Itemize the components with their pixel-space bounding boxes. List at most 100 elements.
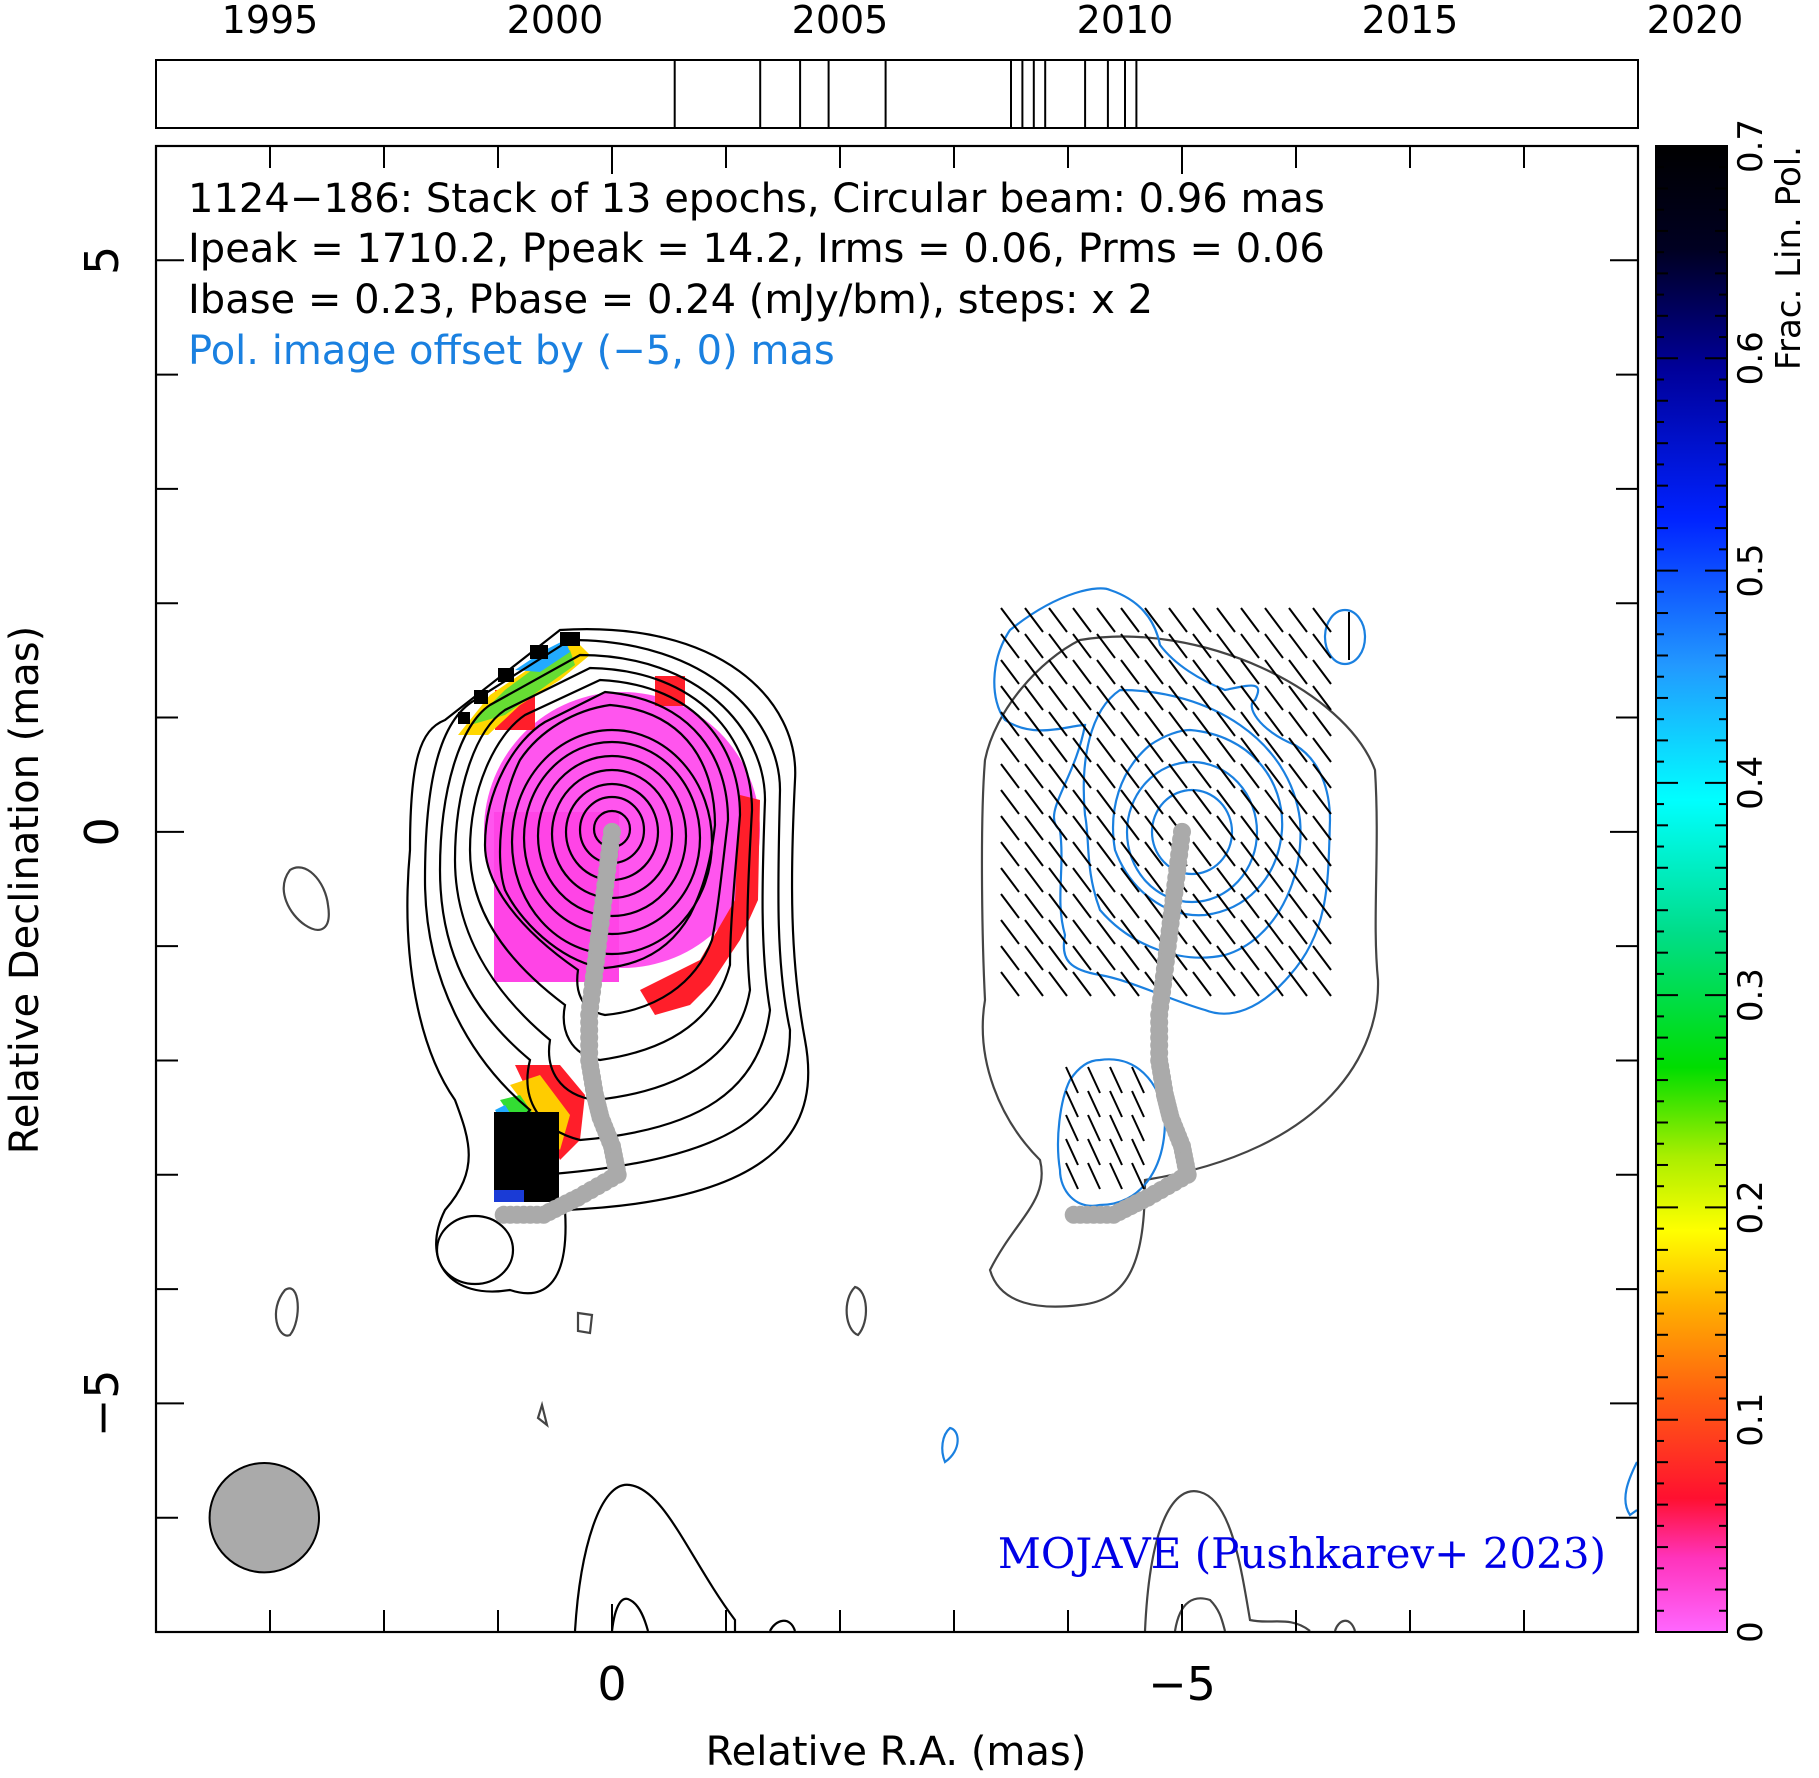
evpa-tick (1288, 789, 1308, 815)
evpa-tick (1096, 945, 1116, 971)
y-tick-label: 0 (75, 817, 129, 846)
x-tick-labels: 0 −5 (597, 1657, 1216, 1711)
evpa-tick (1288, 633, 1308, 659)
evpa-tick (1192, 763, 1212, 789)
evpa-tick (1192, 971, 1212, 997)
evpa-tick (1216, 659, 1236, 685)
evpa-tick (1024, 893, 1044, 919)
colorbar-tick-label: 0.7 (1731, 119, 1771, 173)
evpa-tick (1065, 1162, 1079, 1190)
evpa-tick (1240, 919, 1260, 945)
evpa-tick (1096, 607, 1116, 633)
timeline-year-1995: 1995 (222, 0, 319, 42)
evpa-tick (1312, 789, 1332, 815)
evpa-tick (1120, 971, 1140, 997)
evpa-tick (1144, 763, 1164, 789)
y-tick-label: 5 (75, 246, 129, 275)
evpa-tick (1264, 893, 1284, 919)
jet-ridge-line (494, 822, 627, 1224)
evpa-tick (1087, 1138, 1101, 1166)
evpa-tick (1109, 1090, 1123, 1118)
evpa-tick (1264, 789, 1284, 815)
evpa-tick (1264, 633, 1284, 659)
evpa-tick (1216, 763, 1236, 789)
evpa-tick (1120, 789, 1140, 815)
evpa-tick (1048, 945, 1068, 971)
evpa-tick (1264, 763, 1284, 789)
evpa-tick (1024, 685, 1044, 711)
evpa-tick (1216, 867, 1236, 893)
evpa-tick (1120, 659, 1140, 685)
evpa-tick (1264, 919, 1284, 945)
evpa-tick (1144, 607, 1164, 633)
evpa-tick (1264, 945, 1284, 971)
evpa-tick (1000, 607, 1020, 633)
evpa-tick (1048, 893, 1068, 919)
evpa-tick (1288, 763, 1308, 789)
colorbar-tick-label: 0.1 (1731, 1393, 1771, 1447)
evpa-tick (1120, 711, 1140, 737)
evpa-tick (1288, 815, 1308, 841)
colorbar-tick-label: 0 (1731, 1621, 1771, 1643)
timeline-epoch-marks (673, 60, 1138, 128)
evpa-tick (1048, 659, 1068, 685)
evpa-tick (1240, 945, 1260, 971)
evpa-tick (1096, 919, 1116, 945)
evpa-tick (1096, 841, 1116, 867)
evpa-tick (1109, 1066, 1123, 1094)
evpa-tick (1000, 945, 1020, 971)
evpa-tick (1072, 685, 1092, 711)
evpa-tick (1264, 711, 1284, 737)
evpa-tick (1048, 919, 1068, 945)
evpa-tick (1144, 789, 1164, 815)
evpa-tick (1216, 633, 1236, 659)
evpa-tick (1192, 815, 1212, 841)
colorbar: 0 0.1 0.2 0.3 0.4 0.5 0.6 0.7 Frac. Lin. Pol. (1655, 119, 1809, 1643)
evpa-tick (1264, 737, 1284, 763)
evpa-tick (1000, 815, 1020, 841)
y-axis-label: Relative Declination (mas) (2, 626, 48, 1154)
evpa-tick (1072, 919, 1092, 945)
timeline-year-2010: 2010 (1077, 0, 1174, 42)
evpa-tick (1087, 1090, 1101, 1118)
evpa-tick (1312, 711, 1332, 737)
evpa-tick (1024, 737, 1044, 763)
evpa-tick (1109, 1138, 1123, 1166)
timeline-year-labels: 1995 2000 2005 2010 2015 2020 (222, 0, 1744, 42)
evpa-tick (1120, 919, 1140, 945)
ridge-point (1064, 1205, 1083, 1224)
evpa-tick (1096, 971, 1116, 997)
evpa-tick (1000, 659, 1020, 685)
evpa-tick (1024, 815, 1044, 841)
evpa-tick (1168, 737, 1188, 763)
evpa-tick (1264, 971, 1284, 997)
evpa-tick (1216, 711, 1236, 737)
evpa-tick (1072, 867, 1092, 893)
evpa-tick (1240, 763, 1260, 789)
evpa-tick (1072, 711, 1092, 737)
evpa-tick (1072, 815, 1092, 841)
evpa-tick (1120, 841, 1140, 867)
evpa-tick (1048, 711, 1068, 737)
evpa-tick (1168, 789, 1188, 815)
evpa-tick (1024, 971, 1044, 997)
evpa-tick (1192, 945, 1212, 971)
evpa-tick (1000, 685, 1020, 711)
evpa-tick (1240, 841, 1260, 867)
evpa-tick (1048, 685, 1068, 711)
timeline-year-2005: 2005 (792, 0, 889, 42)
evpa-tick (1072, 659, 1092, 685)
evpa-tick (1072, 763, 1092, 789)
evpa-tick (1120, 633, 1140, 659)
evpa-tick (1240, 737, 1260, 763)
timeline-year-2000: 2000 (507, 0, 604, 42)
evpa-tick (1072, 945, 1092, 971)
evpa-tick (1120, 893, 1140, 919)
evpa-tick (1024, 867, 1044, 893)
header-line-1: 1124−186: Stack of 13 epochs, Circular b… (188, 176, 1325, 222)
evpa-tick (1216, 919, 1236, 945)
header-line-3: Ibase = 0.23, Pbase = 0.24 (mJy/bm), ste… (188, 277, 1153, 323)
evpa-tick (1096, 633, 1116, 659)
evpa-tick (1240, 867, 1260, 893)
